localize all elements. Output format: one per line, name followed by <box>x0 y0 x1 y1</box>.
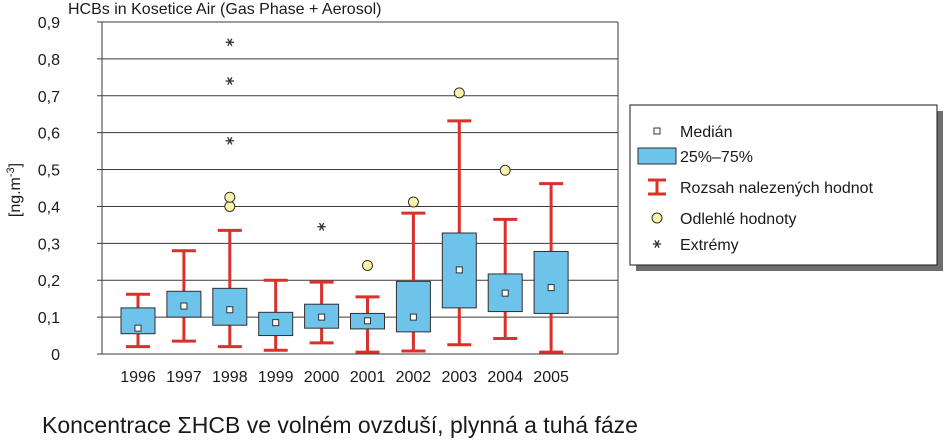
box-group-2001 <box>350 259 385 354</box>
chart-legend: Medián 25%–75% Rozsah nalezených hodnot Odl… <box>629 104 943 271</box>
figure-caption: Koncentrace ΣHCB ve volném ovzduší, plyn… <box>42 412 638 438</box>
y-tick-label: 0,4 <box>38 199 60 216</box>
median-marker <box>318 313 326 321</box>
legend-outlier-symbol <box>651 212 663 224</box>
legend-label-box: 25%–75% <box>680 149 753 166</box>
median-marker <box>226 306 234 314</box>
y-tick-label: 0,2 <box>38 273 60 290</box>
median-marker <box>455 266 463 274</box>
box-group-2003 <box>441 87 477 347</box>
median-marker <box>547 284 555 292</box>
y-axis-ticks: 0 0,1 0,2 0,3 0,4 0,5 0,6 0,7 0,8 0,9 <box>38 15 60 364</box>
y-tick-label: 0,7 <box>38 89 60 106</box>
y-tick-label: 0,8 <box>38 52 60 69</box>
x-tick-label: 2003 <box>442 369 478 386</box>
box-group-1997 <box>166 249 202 343</box>
median-marker <box>180 302 188 310</box>
extreme-point <box>225 77 234 85</box>
box-group-1996 <box>120 292 156 349</box>
y-tick-label: 0,3 <box>38 236 60 253</box>
extreme-stroke <box>227 38 233 47</box>
extreme-stroke <box>654 240 660 248</box>
x-tick-label: 1997 <box>166 369 202 386</box>
y-tick-label: 0,9 <box>38 15 60 32</box>
median-marker <box>364 317 371 325</box>
x-tick-label: 2002 <box>396 369 432 386</box>
x-tick-label: 2001 <box>350 369 386 386</box>
x-tick-label: 2000 <box>304 369 340 386</box>
y-axis-label: [ng.m-3] <box>5 163 24 217</box>
legend-frame <box>629 104 938 266</box>
extreme-stroke <box>227 136 233 145</box>
y-tick-label: 0,5 <box>38 163 60 180</box>
legend-label-median: Medián <box>680 124 732 141</box>
legend-label-extreme: Extrémy <box>680 237 739 254</box>
legend-box-symbol <box>637 147 677 165</box>
legend-extreme-symbol <box>652 240 662 248</box>
outlier-point <box>224 191 236 203</box>
box-group-1999 <box>258 278 294 352</box>
x-tick-label: 1998 <box>212 369 248 386</box>
outlier-point <box>499 164 511 176</box>
median-marker <box>272 319 280 327</box>
y-tick-label: 0,1 <box>38 310 60 327</box>
extreme-stroke <box>318 222 325 231</box>
box-group-1998 <box>212 38 248 349</box>
extreme-point <box>225 136 234 145</box>
x-tick-label: 2005 <box>533 369 569 386</box>
box-plot-marks <box>120 38 569 354</box>
extreme-point <box>317 222 326 231</box>
iqr-box <box>395 280 431 333</box>
chart-title: HCBs in Kosetice Air (Gas Phase + Aeroso… <box>68 1 381 18</box>
x-tick-label: 2004 <box>487 369 523 386</box>
y-tick-label: 0 <box>51 347 60 364</box>
box-group-2005 <box>533 182 569 354</box>
legend-label-range: Rozsah nalezených hodnot <box>680 180 874 197</box>
outlier-point <box>453 87 465 99</box>
median-marker <box>501 289 509 297</box>
box-group-2004 <box>487 164 523 341</box>
box-group-2000 <box>304 222 340 345</box>
outlier-point <box>224 200 236 212</box>
legend-median-symbol <box>653 127 661 135</box>
extreme-stroke <box>227 77 233 85</box>
box-plot-chart: HCBs in Kosetice Air (Gas Phase + Aeroso… <box>5 1 943 386</box>
outlier-point <box>407 196 419 208</box>
iqr-box <box>533 250 569 314</box>
legend-label-outlier: Odlehlé hodnoty <box>680 211 797 228</box>
outlier-point <box>362 259 373 271</box>
y-tick-label: 0,6 <box>38 126 60 143</box>
x-tick-label: 1996 <box>120 369 156 386</box>
extreme-point <box>225 38 234 47</box>
median-marker <box>134 324 142 332</box>
median-marker <box>409 313 417 321</box>
x-axis-ticks: 1996 1997 1998 1999 2000 2001 2002 2003 2004 2005 <box>120 369 569 386</box>
box-group-2002 <box>395 196 431 353</box>
x-tick-label: 1999 <box>258 369 294 386</box>
